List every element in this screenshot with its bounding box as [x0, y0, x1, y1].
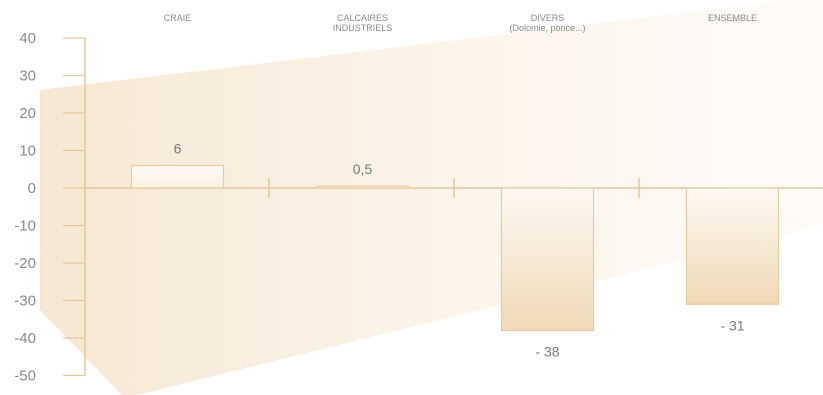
category-label-2-line-0: DIVERS — [531, 13, 565, 23]
y-tick-label: 20 — [19, 105, 36, 122]
background-band — [40, 0, 823, 395]
y-tick-label: 10 — [19, 143, 36, 160]
labels: 40 30 20 10 0 -10 -20 -30 -40 -50 6 CRAIE 0,5 CALCAIR… — [14, 13, 757, 385]
category-label-0: CRAIE — [164, 13, 192, 23]
bar-0 — [130, 164, 225, 189]
y-tick-label: -30 — [14, 293, 36, 310]
data-label-1: 0,5 — [353, 161, 373, 177]
data-label-0: 6 — [174, 141, 182, 157]
category-label-1-line-0: CALCAIRES — [337, 13, 388, 23]
y-tick-label: -50 — [14, 368, 36, 385]
category-label-2-line-1: (Dolomie, ponce...) — [509, 23, 585, 33]
data-label-2: - 38 — [535, 344, 559, 360]
y-tick-label: -40 — [14, 330, 36, 347]
data-label-3: - 31 — [720, 317, 744, 333]
y-tick-label: -20 — [14, 255, 36, 272]
bars — [130, 164, 780, 332]
bar-1 — [315, 185, 410, 189]
bar-2 — [500, 187, 595, 332]
bar-3 — [685, 187, 780, 305]
y-tick-label: 40 — [19, 30, 36, 47]
category-label-1-line-1: INDUSTRIELS — [333, 23, 393, 33]
y-tick-label: -10 — [14, 218, 36, 235]
y-tick-label: 0 — [28, 180, 36, 197]
y-tick-label: 30 — [19, 68, 36, 85]
category-label-3: ENSEMBLE — [708, 13, 757, 23]
